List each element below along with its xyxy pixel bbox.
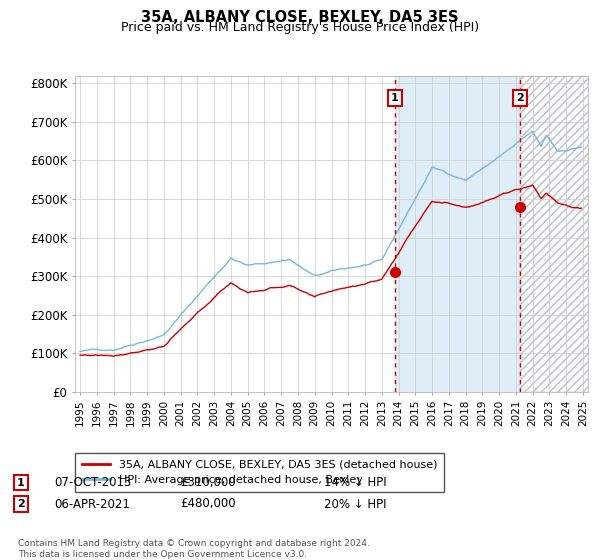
Text: 35A, ALBANY CLOSE, BEXLEY, DA5 3ES: 35A, ALBANY CLOSE, BEXLEY, DA5 3ES: [141, 10, 459, 25]
Text: Price paid vs. HM Land Registry's House Price Index (HPI): Price paid vs. HM Land Registry's House …: [121, 21, 479, 34]
Legend: 35A, ALBANY CLOSE, BEXLEY, DA5 3ES (detached house), HPI: Average price, detache: 35A, ALBANY CLOSE, BEXLEY, DA5 3ES (deta…: [76, 453, 444, 492]
Text: 06-APR-2021: 06-APR-2021: [54, 497, 130, 511]
Text: 07-OCT-2013: 07-OCT-2013: [54, 476, 131, 489]
Text: 14% ↓ HPI: 14% ↓ HPI: [324, 476, 386, 489]
Bar: [520, 76, 592, 392]
Text: 20% ↓ HPI: 20% ↓ HPI: [324, 497, 386, 511]
Bar: [395, 76, 520, 392]
Text: £310,000: £310,000: [180, 476, 236, 489]
Text: 2: 2: [516, 93, 524, 102]
Bar: [520, 76, 592, 392]
Text: 1: 1: [17, 478, 25, 488]
Text: £480,000: £480,000: [180, 497, 236, 511]
Text: 2: 2: [17, 499, 25, 509]
Text: 1: 1: [391, 93, 398, 102]
Text: Contains HM Land Registry data © Crown copyright and database right 2024.
This d: Contains HM Land Registry data © Crown c…: [18, 539, 370, 559]
